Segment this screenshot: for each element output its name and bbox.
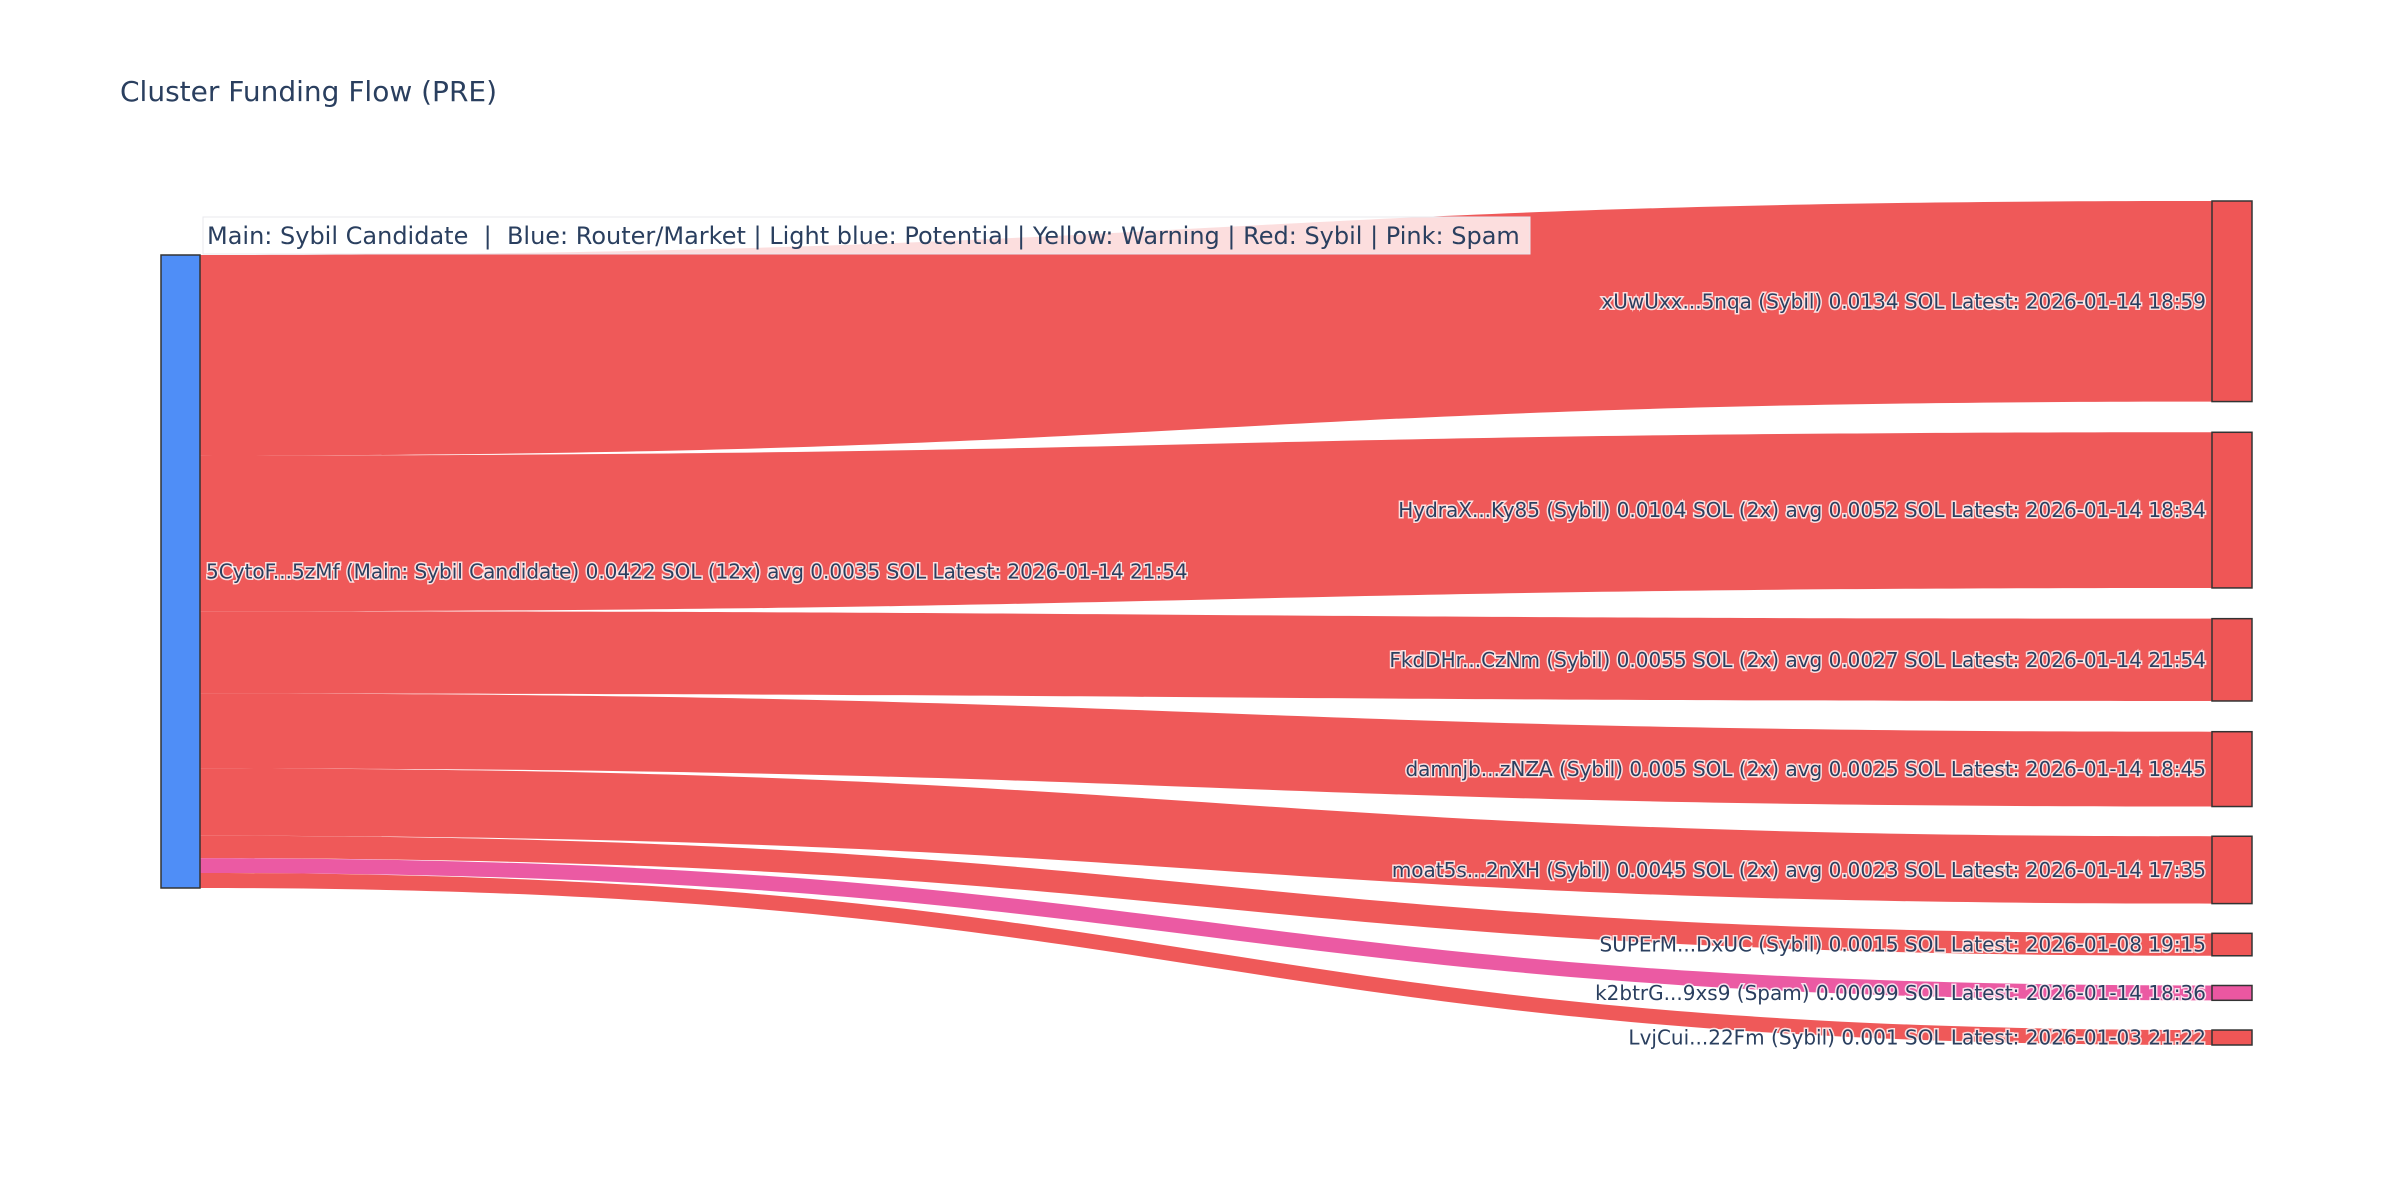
- target-label-4: moat5s...2nXH (Sybil) 0.0045 SOL (2x) av…: [1392, 858, 2206, 882]
- source-label: 5CytoF...5zMf (Main: Sybil Candidate) 0.…: [206, 560, 1188, 584]
- links: [200, 201, 2212, 1045]
- link-7[interactable]: [200, 873, 2212, 1045]
- target-label-5: SUPErM...DxUC (Sybil) 0.0015 SOL Latest:…: [1600, 933, 2206, 957]
- target-label-7: LvjCui...22Fm (Sybil) 0.001 SOL Latest: …: [1628, 1026, 2206, 1050]
- source-node[interactable]: [160, 254, 201, 889]
- link-0[interactable]: [200, 201, 2212, 456]
- link-6[interactable]: [200, 858, 2212, 1001]
- nodes: xUwUxx...5nqa (Sybil) 0.0134 SOL Latest:…: [160, 200, 2253, 1051]
- target-node-2[interactable]: [2211, 617, 2253, 702]
- link-2[interactable]: [200, 611, 2212, 701]
- target-node-4[interactable]: [2211, 835, 2253, 905]
- target-node-7[interactable]: [2211, 1029, 2253, 1046]
- target-label-1: HydraX...Ky85 (Sybil) 0.0104 SOL (2x) av…: [1398, 498, 2206, 522]
- target-node-6[interactable]: [2211, 984, 2253, 1002]
- target-label-3: damnjb...zNZA (Sybil) 0.005 SOL (2x) avg…: [1405, 757, 2206, 781]
- target-node-1[interactable]: [2211, 431, 2253, 589]
- target-label-2: FkdDHr...CzNm (Sybil) 0.0055 SOL (2x) av…: [1389, 648, 2206, 672]
- target-node-5[interactable]: [2211, 932, 2253, 957]
- target-node-0[interactable]: [2211, 200, 2253, 403]
- link-1[interactable]: [200, 432, 2212, 612]
- annotation-box: [202, 216, 1531, 255]
- legend-annotation: Main: Sybil Candidate | Blue: Router/Mar…: [207, 222, 1520, 250]
- link-3[interactable]: [200, 693, 2212, 807]
- target-label-6: k2btrG...9xs9 (Spam) 0.00099 SOL Latest:…: [1595, 981, 2206, 1005]
- target-label-0: xUwUxx...5nqa (Sybil) 0.0134 SOL Latest:…: [1601, 289, 2206, 313]
- target-node-3[interactable]: [2211, 730, 2253, 808]
- link-5[interactable]: [200, 835, 2212, 956]
- chart-title: Cluster Funding Flow (PRE): [120, 75, 497, 108]
- link-4[interactable]: [200, 768, 2212, 904]
